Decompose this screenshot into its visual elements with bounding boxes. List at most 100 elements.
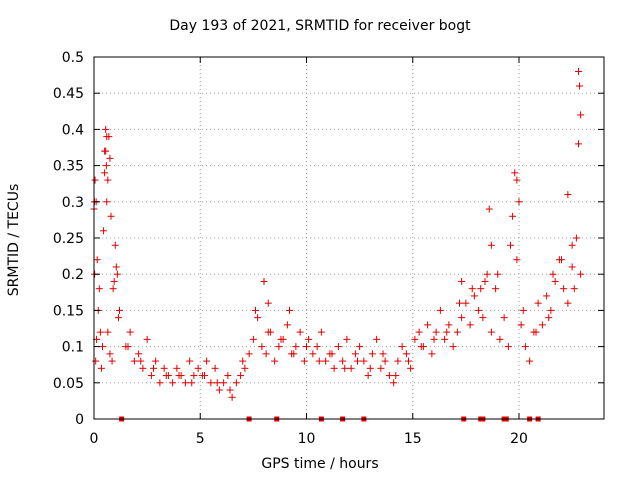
data-point [496,335,504,343]
data-point [513,176,521,184]
data-point [286,306,293,314]
data-point [577,270,585,278]
data-point [428,350,436,358]
data-point [547,306,555,314]
data-point [407,364,415,372]
data-point [97,364,105,372]
y-tick-label: 0.3 [62,195,84,211]
data-point [188,379,196,387]
data-point [379,350,387,358]
data-point [239,357,247,365]
data-point [373,335,381,343]
data-point [532,328,540,336]
data-point [309,350,317,358]
data-point [364,372,372,380]
x-tick-label: 20 [510,431,528,447]
data-point [186,357,194,365]
data-point [104,176,112,184]
data-point [232,379,240,387]
data-point [572,234,580,242]
data-point [377,364,385,372]
data-point [143,335,151,343]
data-point [114,314,122,322]
data-point [93,256,101,264]
data-point [258,343,266,351]
data-point [462,299,470,307]
data-point [515,198,523,206]
data-point [347,364,355,372]
data-point [481,277,489,285]
data-point [139,364,147,372]
data-point [526,357,534,365]
data-point [116,306,123,314]
data-point [99,343,106,351]
data-point [228,393,236,401]
data-point [453,328,461,336]
data-point [224,372,232,380]
data-point [203,357,211,365]
data-point [213,379,221,387]
y-tick-label: 0.35 [53,159,84,175]
data-point [351,350,359,358]
data-point [220,379,228,387]
data-point [264,328,272,336]
data-point [211,364,219,372]
data-point [543,292,551,300]
data-point [339,357,347,365]
data-point [417,343,425,351]
data-point [328,350,336,358]
data-point [509,212,517,220]
data-point [275,343,283,351]
data-point [100,227,108,235]
data-point [402,350,410,358]
data-point [521,343,529,351]
data-point [271,357,279,365]
data-point [483,270,491,278]
data-point [109,285,117,293]
data-point [330,364,338,372]
data-point [432,328,440,336]
data-point [283,321,291,329]
data-point [112,263,120,271]
data-point [264,299,272,307]
data-point [190,372,198,380]
data-point [104,328,112,336]
data-point [517,321,525,329]
data-point [92,357,100,365]
data-point [577,111,585,119]
data-point [262,350,270,358]
y-ticks: 0 0.05 0.1 0.15 0.2 0.25 0.3 0.35 0.4 0.45 0.5 [53,50,604,428]
data-point [551,277,559,285]
data-point [322,357,330,365]
x-tick-label: 10 [298,431,316,447]
data-point [160,364,168,372]
data-point [110,277,118,285]
data-point [545,314,553,322]
data-point [538,321,546,329]
data-point [292,343,300,351]
chart-title: Day 193 of 2021, SRMTID for receiver bog… [169,18,471,34]
data-point [181,379,189,387]
data-point [475,306,483,314]
data-point [241,364,249,372]
data-point [101,169,109,177]
data-point [106,154,114,162]
data-point [485,205,493,213]
data-point [260,277,268,285]
data-point [103,133,111,141]
data-point [356,343,364,351]
data-point [207,379,215,387]
data-point [103,198,111,206]
data-point [430,335,438,343]
y-tick-label: 0.05 [53,376,84,392]
data-point [415,328,423,336]
data-point [564,299,572,307]
data-point [303,343,310,351]
data-point [237,372,245,380]
x-tick-label: 15 [404,431,422,447]
data-point [102,147,110,155]
data-point [137,357,145,365]
data-point [95,285,103,293]
data-point [549,270,557,278]
